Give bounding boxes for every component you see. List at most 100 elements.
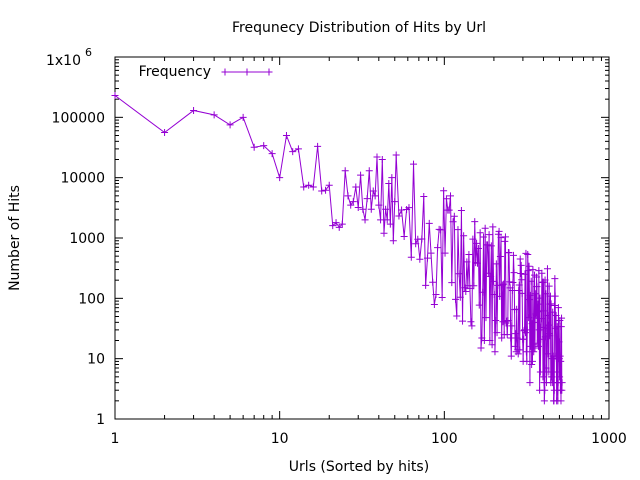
data-point	[489, 223, 497, 231]
data-point	[551, 302, 559, 310]
data-point	[276, 174, 284, 182]
data-point	[516, 255, 524, 263]
chart-title: Frequnecy Distribution of Hits by Url	[232, 20, 486, 36]
data-point	[512, 330, 520, 338]
x-tick-label: 100	[431, 431, 458, 447]
data-point	[475, 301, 483, 309]
data-point	[531, 344, 539, 352]
data-point	[525, 262, 533, 270]
data-point	[486, 337, 494, 345]
data-point	[554, 304, 562, 312]
data-point	[226, 121, 234, 129]
data-point	[544, 350, 552, 358]
data-point	[352, 183, 360, 191]
data-point	[481, 224, 489, 232]
data-point	[468, 322, 476, 330]
data-point	[389, 237, 397, 245]
data-point	[383, 216, 391, 224]
data-point	[492, 316, 500, 324]
data-point	[294, 145, 302, 153]
data-point	[550, 386, 558, 394]
data-point	[543, 324, 551, 332]
data-point	[161, 129, 169, 137]
data-point	[531, 290, 539, 298]
data-point	[441, 249, 449, 257]
data-point	[377, 216, 385, 224]
data-point	[524, 267, 532, 275]
data-point	[341, 167, 349, 175]
data-point	[325, 181, 333, 189]
data-point	[558, 379, 566, 387]
data-point	[459, 317, 467, 325]
data-point	[338, 220, 346, 228]
data-point	[453, 312, 461, 320]
data-point	[551, 275, 559, 283]
x-tick-label: 1	[111, 431, 120, 447]
data-point	[541, 386, 549, 394]
data-point	[425, 219, 433, 227]
data-point	[506, 278, 514, 286]
data-point	[430, 301, 438, 309]
data-point	[493, 329, 501, 337]
data-point	[371, 192, 379, 200]
y-tick-label: 100000	[52, 110, 105, 126]
data-point	[318, 187, 326, 195]
data-point	[375, 201, 383, 209]
data-point	[391, 198, 399, 206]
data-point	[388, 174, 396, 182]
data-point	[365, 167, 373, 175]
data-point	[432, 290, 440, 298]
data-point	[422, 281, 430, 289]
data-point	[440, 187, 448, 195]
data-point	[534, 342, 542, 350]
data-point	[416, 255, 424, 263]
data-point	[367, 205, 375, 213]
data-point	[400, 232, 408, 240]
data-point	[480, 233, 488, 241]
data-point	[553, 368, 561, 376]
data-point	[530, 318, 538, 326]
data-point	[448, 279, 456, 287]
data-point	[526, 379, 534, 387]
data-point	[509, 278, 517, 286]
data-point	[557, 397, 565, 405]
data-point	[344, 192, 352, 200]
data-point	[545, 282, 553, 290]
data-point	[385, 180, 393, 188]
data-point	[467, 318, 475, 326]
data-point	[537, 335, 545, 343]
data-point	[515, 286, 523, 294]
data-point	[496, 292, 504, 300]
y-axis-label: Number of Hits	[7, 185, 23, 291]
data-point	[513, 305, 521, 313]
data-point	[542, 364, 550, 372]
y-tick-label: 1	[96, 412, 105, 428]
data-point	[529, 341, 537, 349]
data-point	[427, 249, 435, 257]
data-point	[382, 205, 390, 213]
data-point	[484, 241, 492, 249]
data-point	[552, 311, 560, 319]
data-point	[546, 332, 554, 340]
data-point	[536, 294, 544, 302]
data-point	[526, 291, 534, 299]
data-point	[268, 150, 276, 158]
data-point	[469, 235, 477, 243]
data-point	[471, 218, 479, 226]
data-point	[532, 311, 540, 319]
data-point	[544, 321, 552, 329]
data-point	[437, 226, 445, 234]
data-point	[543, 265, 551, 273]
data-point	[487, 242, 495, 250]
data-point	[541, 276, 549, 284]
data-point	[490, 290, 498, 298]
data-point	[482, 314, 490, 322]
data-point	[556, 352, 564, 360]
y-tick-label: 10000	[60, 171, 105, 187]
data-point	[380, 229, 388, 237]
data-point	[528, 357, 536, 365]
data-point	[499, 318, 507, 326]
data-point	[524, 250, 532, 258]
data-point	[473, 259, 481, 267]
